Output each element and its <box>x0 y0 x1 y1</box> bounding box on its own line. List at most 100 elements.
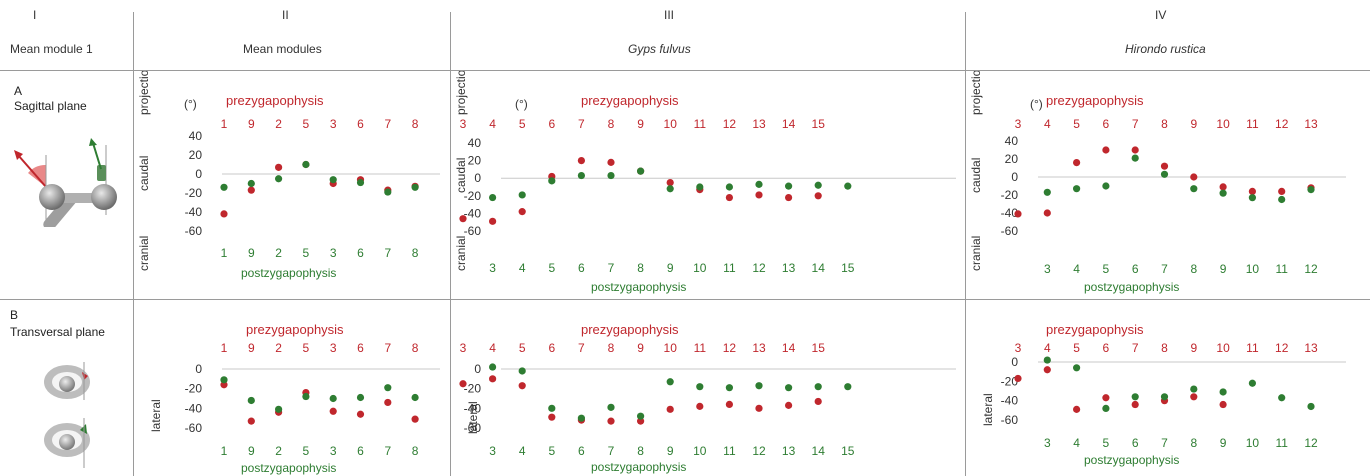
y-tick-label: -60 <box>185 421 203 435</box>
postzygapophysis-tick: 15 <box>841 444 855 458</box>
postzygapophysis-tick: 8 <box>637 444 644 458</box>
prezygapophysis-point <box>1219 400 1227 409</box>
postzygapophysis-tick: 7 <box>608 261 615 275</box>
postzygapophysis-point <box>755 180 763 188</box>
prezygapophysis-tick: 6 <box>357 341 364 355</box>
postzygapophysis-point <box>1278 195 1286 204</box>
prezygapophysis-tick: 12 <box>1275 341 1289 355</box>
y-tick-label: 0 <box>474 171 481 185</box>
postzygapophysis-tick: 3 <box>330 444 337 458</box>
postzygapophysis-tick: 6 <box>357 444 364 458</box>
prezygapophysis-tick: 9 <box>637 341 644 355</box>
postzygapophysis-tick: 11 <box>1275 436 1288 450</box>
prezygapophysis-tick: 7 <box>384 341 391 355</box>
postzygapophysis-tick: 10 <box>693 261 707 275</box>
prezygapophysis-tick: 11 <box>694 117 707 131</box>
postzygapophysis-point <box>1102 404 1110 412</box>
sagittal-vertebra-illustration <box>14 138 117 227</box>
postzygapophysis-point <box>725 183 733 191</box>
prezygapophysis-point <box>725 400 733 408</box>
postzygapophysis-point <box>220 376 228 384</box>
prezygapophysis-point <box>1073 405 1081 413</box>
prezygapophysis-tick: 10 <box>664 117 678 131</box>
postzygapophysis-point <box>785 384 793 392</box>
prezygapophysis-tick: 10 <box>664 341 678 355</box>
prezygapophysis-tick: 5 <box>519 117 526 131</box>
y-tick-label: -60 <box>1001 413 1019 427</box>
prezygapophysis-point <box>489 375 497 383</box>
prezygapophysis-point <box>785 193 793 202</box>
prezygapophysis-tick: 8 <box>412 117 419 131</box>
grid-divider-3 <box>965 12 966 476</box>
y-tick-label: 20 <box>189 148 203 162</box>
y-tick-label: -40 <box>1001 206 1019 220</box>
y-tick-label: -60 <box>185 224 203 238</box>
postzygapophysis-point <box>1073 185 1081 193</box>
postzygapophysis-tick: 5 <box>303 246 310 260</box>
postzygapophysis-point <box>1190 185 1198 193</box>
postzygapophysis-label: postzygapophysis <box>1084 280 1179 294</box>
prezygapophysis-tick: 5 <box>1073 117 1080 131</box>
postzygapophysis-point <box>1073 364 1081 372</box>
lateral-label: lateral <box>149 399 163 432</box>
column-roman-4: IV <box>1155 8 1167 22</box>
grid-row-divider-middle <box>0 299 1370 300</box>
postzygapophysis-label: postzygapophysis <box>591 460 686 474</box>
postzygapophysis-point <box>1043 356 1051 364</box>
prezygapophysis-point <box>247 417 255 425</box>
y-tick-label: -40 <box>185 401 203 415</box>
postzygapophysis-tick: 9 <box>667 444 674 458</box>
y-tick-label: -20 <box>185 186 203 200</box>
cranial-label: cranial <box>137 236 151 271</box>
prezygapophysis-tick: 8 <box>608 341 615 355</box>
prezygapophysis-tick: 2 <box>275 341 282 355</box>
postzygapophysis-tick: 3 <box>330 246 337 260</box>
caudal-label: caudal <box>969 158 983 193</box>
prezygapophysis-tick: 6 <box>548 341 555 355</box>
prezygapophysis-tick: 3 <box>1015 117 1022 131</box>
postzygapophysis-point <box>411 183 419 191</box>
prezygapophysis-tick: 8 <box>412 341 419 355</box>
postzygapophysis-tick: 3 <box>489 444 496 458</box>
postzygapophysis-tick: 11 <box>1275 262 1288 276</box>
grid-divider-2 <box>450 12 451 476</box>
postzygapophysis-tick: 4 <box>519 444 526 458</box>
prezygapophysis-tick: 1 <box>221 341 228 355</box>
prezygapophysis-tick: 14 <box>782 341 796 355</box>
postzygapophysis-point <box>302 392 310 401</box>
y-tick-label: -20 <box>464 189 482 203</box>
prezygapophysis-tick: 8 <box>1161 117 1168 131</box>
prezygapophysis-tick: 11 <box>1246 341 1259 355</box>
y-tick-label: -20 <box>1001 188 1019 202</box>
postzygapophysis-tick: 5 <box>548 261 555 275</box>
y-tick-label: 20 <box>468 154 482 168</box>
postzygapophysis-point <box>411 393 419 402</box>
postzygapophysis-point <box>247 396 255 405</box>
degree-unit-label: (°) <box>1030 97 1043 111</box>
prezygapophysis-tick: 15 <box>812 341 826 355</box>
postzygapophysis-tick: 12 <box>1304 436 1318 450</box>
prezygapophysis-point <box>814 192 822 200</box>
postzygapophysis-point <box>1219 189 1227 197</box>
postzygapophysis-point <box>384 188 392 196</box>
postzygapophysis-point <box>302 160 310 169</box>
prezygapophysis-tick: 6 <box>1103 341 1110 355</box>
row-label-transversal: Transversal plane <box>10 325 105 339</box>
postzygapophysis-tick: 3 <box>1044 262 1051 276</box>
prezygapophysis-point <box>1131 146 1139 154</box>
y-tick-label: -60 <box>1001 224 1019 238</box>
postzygapophysis-tick: 13 <box>782 444 796 458</box>
prezygapophysis-tick: 3 <box>460 117 467 131</box>
prezygapophysis-point <box>329 407 337 415</box>
prezygapophysis-point <box>814 397 822 406</box>
prezygapophysis-tick: 9 <box>637 117 644 131</box>
prezygapophysis-point <box>548 413 556 421</box>
prezygapophysis-tick: 9 <box>248 117 255 131</box>
postzygapophysis-tick: 11 <box>723 444 736 458</box>
prezygapophysis-point <box>459 215 467 223</box>
cranial-label: cranial <box>969 236 983 271</box>
prezygapophysis-point <box>725 193 733 202</box>
prezygapophysis-tick: 7 <box>578 117 585 131</box>
prezygapophysis-tick: 8 <box>608 117 615 131</box>
postzygapophysis-tick: 8 <box>1190 436 1197 450</box>
